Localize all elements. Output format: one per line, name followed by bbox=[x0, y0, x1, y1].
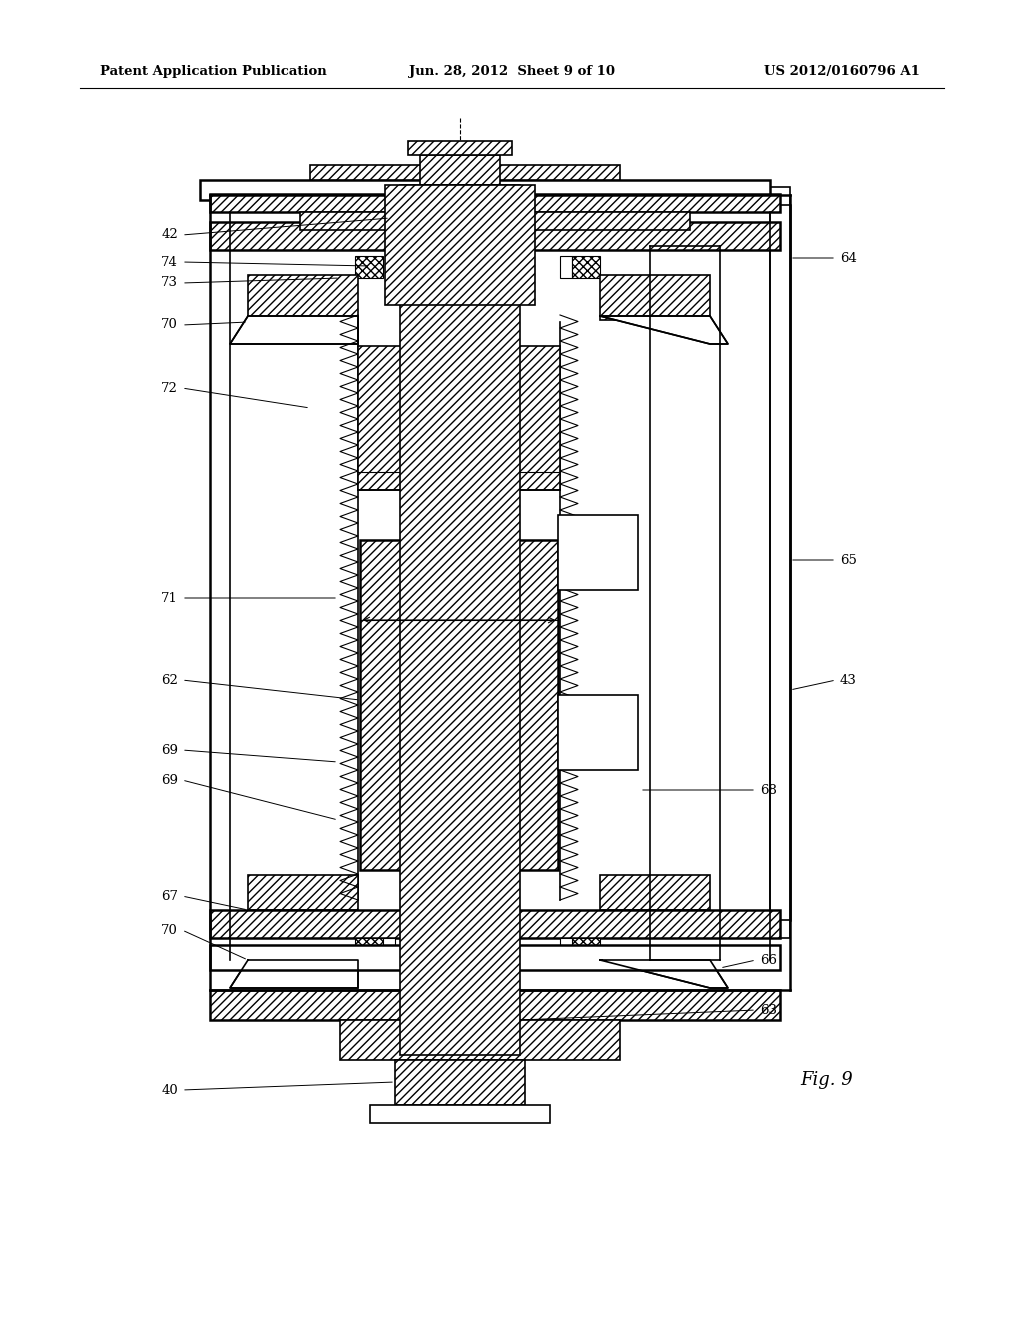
Text: Fig. 9: Fig. 9 bbox=[800, 1071, 853, 1089]
Bar bbox=[572, 256, 600, 279]
Bar bbox=[560, 256, 572, 279]
Bar bbox=[385, 185, 535, 305]
Text: $D_1$: $D_1$ bbox=[460, 595, 478, 612]
Bar bbox=[340, 1020, 620, 1060]
Bar bbox=[210, 945, 780, 970]
Bar bbox=[248, 875, 358, 909]
Text: 72: 72 bbox=[161, 381, 178, 395]
Bar bbox=[488, 346, 560, 490]
Bar bbox=[383, 939, 395, 960]
Bar bbox=[570, 920, 790, 939]
Text: 40: 40 bbox=[161, 1084, 178, 1097]
Text: 69: 69 bbox=[161, 774, 178, 787]
Bar bbox=[248, 275, 358, 319]
Text: 65: 65 bbox=[840, 553, 857, 566]
Text: 63: 63 bbox=[760, 1003, 777, 1016]
Bar bbox=[387, 256, 399, 279]
Text: 71: 71 bbox=[161, 591, 178, 605]
Bar bbox=[360, 540, 558, 870]
Bar bbox=[570, 187, 790, 205]
Bar bbox=[310, 165, 620, 180]
Bar bbox=[300, 213, 690, 230]
Bar bbox=[210, 909, 780, 939]
Bar bbox=[358, 346, 430, 490]
Polygon shape bbox=[230, 960, 358, 987]
Bar bbox=[420, 154, 500, 185]
Text: 64: 64 bbox=[840, 252, 857, 264]
Bar bbox=[558, 515, 638, 590]
Text: 66: 66 bbox=[760, 953, 777, 966]
Text: 68: 68 bbox=[760, 784, 777, 796]
Bar bbox=[400, 185, 520, 1055]
Bar bbox=[572, 939, 600, 960]
Text: 62: 62 bbox=[161, 673, 178, 686]
Bar bbox=[355, 256, 383, 279]
Text: 69: 69 bbox=[161, 743, 178, 756]
Text: US 2012/0160796 A1: US 2012/0160796 A1 bbox=[764, 66, 920, 78]
Polygon shape bbox=[600, 960, 728, 987]
Text: Patent Application Publication: Patent Application Publication bbox=[100, 66, 327, 78]
Bar bbox=[560, 939, 572, 960]
Text: Jun. 28, 2012  Sheet 9 of 10: Jun. 28, 2012 Sheet 9 of 10 bbox=[409, 66, 615, 78]
Text: 73: 73 bbox=[161, 276, 178, 289]
Polygon shape bbox=[600, 315, 728, 345]
Bar bbox=[355, 939, 383, 960]
Bar bbox=[210, 222, 780, 249]
Bar bbox=[408, 141, 512, 154]
Bar bbox=[200, 180, 770, 201]
Text: 67: 67 bbox=[161, 890, 178, 903]
Text: 74: 74 bbox=[161, 256, 178, 268]
Bar bbox=[210, 990, 780, 1020]
Bar bbox=[370, 1105, 550, 1123]
Polygon shape bbox=[230, 315, 358, 345]
Bar bbox=[600, 275, 710, 319]
Text: 43: 43 bbox=[840, 673, 857, 686]
Text: 42: 42 bbox=[161, 228, 178, 242]
Text: 70: 70 bbox=[161, 924, 178, 936]
Bar bbox=[210, 194, 780, 213]
Bar bbox=[558, 696, 638, 770]
Bar bbox=[600, 875, 710, 909]
Bar bbox=[395, 1060, 525, 1105]
Text: 70: 70 bbox=[161, 318, 178, 331]
